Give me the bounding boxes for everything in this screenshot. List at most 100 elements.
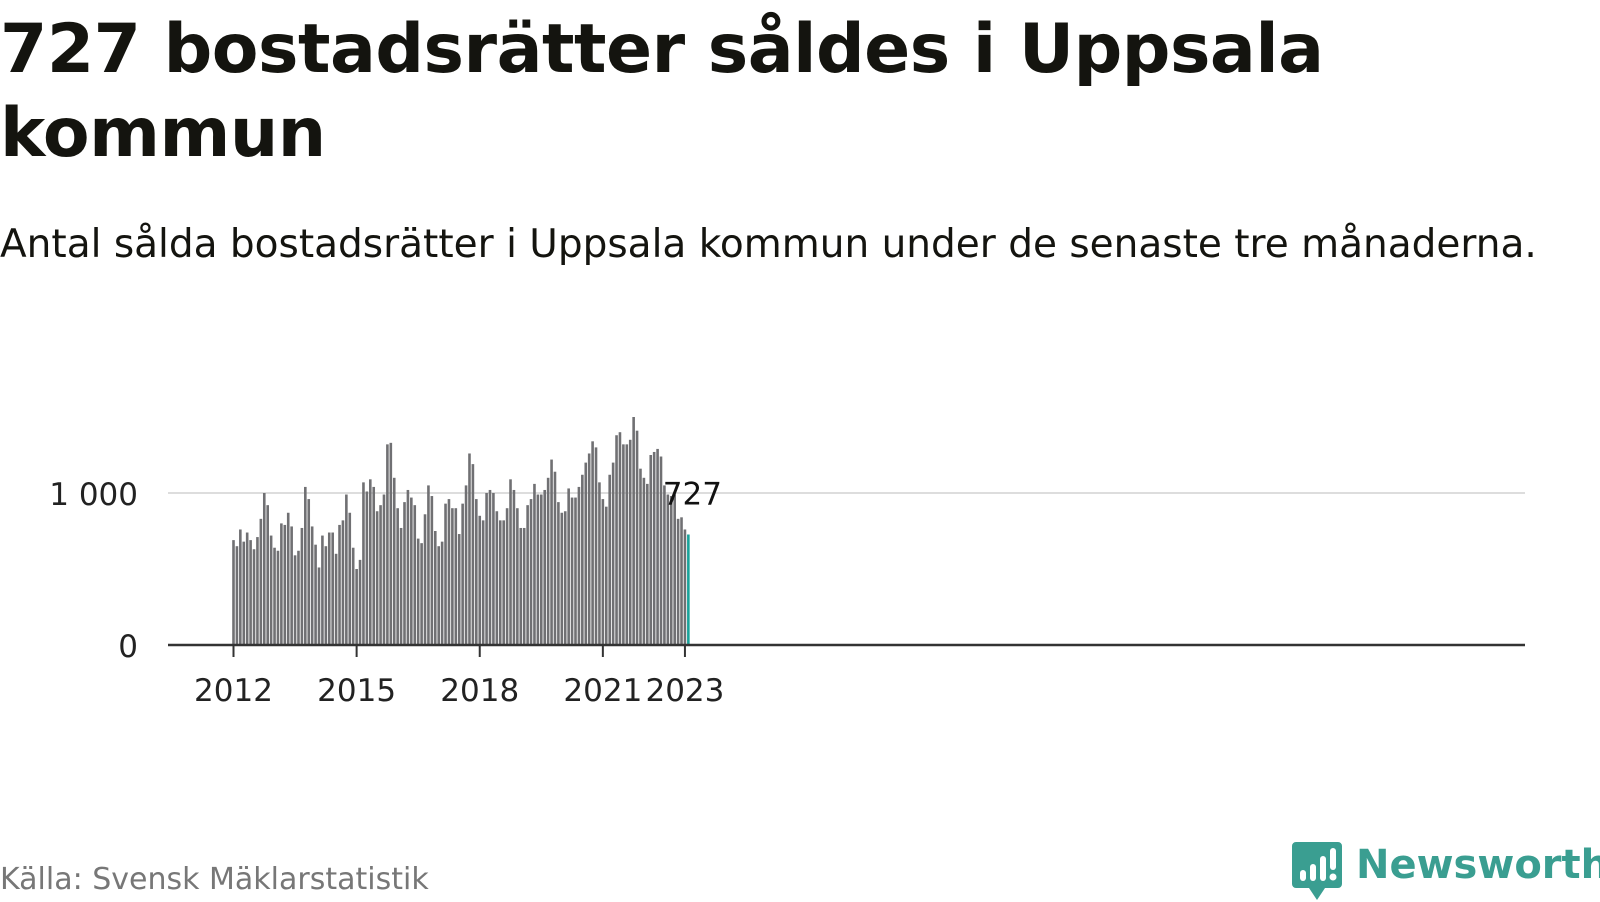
bar [420, 543, 423, 645]
bar [369, 479, 372, 645]
bar [416, 538, 420, 645]
bar [536, 494, 540, 645]
bar [375, 511, 379, 645]
bar [300, 527, 304, 645]
bar [683, 529, 687, 645]
chart-title: 727 bostadsrätter såldes i Uppsala kommu… [0, 10, 1324, 173]
bar [639, 468, 642, 645]
bar [495, 511, 499, 645]
bar [365, 491, 369, 645]
bar [611, 462, 615, 645]
bar [358, 559, 362, 645]
bar [663, 485, 666, 645]
bar [314, 544, 317, 645]
bar [293, 555, 297, 645]
y-tick-label: 0 [118, 629, 138, 665]
bar [324, 546, 328, 645]
bar [297, 550, 300, 645]
bar [252, 549, 256, 645]
y-tick-label: 1 000 [49, 477, 138, 513]
bar [464, 485, 468, 645]
bar [338, 524, 341, 645]
bar [519, 527, 523, 645]
bar [276, 550, 280, 645]
bar [509, 479, 512, 645]
bar [273, 547, 276, 645]
bar [451, 508, 454, 645]
bar [481, 520, 485, 645]
bar [321, 535, 324, 645]
bar [563, 511, 567, 645]
bar [307, 499, 311, 645]
bar [454, 508, 458, 645]
bar [379, 505, 382, 645]
bar [386, 444, 389, 645]
bar [574, 497, 577, 645]
bar [382, 494, 386, 645]
bar [392, 477, 396, 645]
bar [433, 531, 437, 645]
newsworthy-logo-icon [1292, 842, 1342, 900]
bar [512, 489, 516, 645]
bar [533, 483, 536, 645]
bar [615, 435, 618, 645]
bar [341, 520, 345, 645]
sales-bar-chart: 0 1 000 2012 2015 2018 2021 2023 727 [49, 417, 1525, 709]
bar [310, 526, 314, 645]
bar [628, 439, 632, 645]
bar [242, 541, 246, 645]
bar [581, 474, 584, 645]
bar [372, 486, 376, 645]
bar [317, 567, 321, 645]
bar [587, 453, 591, 645]
bar [584, 462, 588, 645]
bar [239, 529, 242, 645]
bar [327, 532, 331, 645]
bar [245, 532, 249, 645]
bar [526, 505, 529, 645]
bar [259, 518, 263, 645]
bar [529, 499, 533, 645]
bar [666, 494, 670, 645]
bar [635, 430, 639, 645]
bar [348, 512, 352, 645]
bar [546, 477, 550, 645]
bar [468, 453, 471, 645]
x-tick-label: 2021 [563, 673, 642, 709]
bar [622, 444, 625, 645]
bar [457, 534, 461, 645]
chart-subtitle: Antal sålda bostadsrätter i Uppsala komm… [0, 222, 1537, 267]
bar [475, 499, 478, 645]
latest-value-label: 727 [663, 476, 722, 512]
bar [646, 483, 649, 645]
brand-logo[interactable]: Newsworthy [1292, 842, 1600, 902]
bar [427, 485, 430, 645]
bar [334, 553, 338, 645]
bar [680, 517, 683, 645]
bar [461, 503, 464, 645]
bar [543, 489, 547, 645]
bar [331, 532, 334, 645]
bar [286, 512, 290, 645]
bar [502, 520, 505, 645]
bar [659, 456, 663, 645]
bar [290, 526, 293, 645]
x-tick-label: 2023 [645, 673, 724, 709]
bar [577, 486, 581, 645]
bar [413, 505, 417, 645]
bar [471, 464, 475, 645]
bar [656, 448, 659, 645]
bar [553, 471, 557, 645]
bar [440, 541, 444, 645]
bar [430, 496, 434, 645]
bar [232, 540, 235, 645]
bar [505, 508, 509, 645]
x-tick-label: 2018 [440, 673, 519, 709]
bar [478, 515, 482, 645]
bar-highlight [687, 534, 690, 645]
bar [355, 569, 358, 645]
bar [444, 503, 447, 645]
x-tick-label: 2012 [194, 673, 273, 709]
bar [351, 547, 355, 645]
bar [560, 512, 564, 645]
